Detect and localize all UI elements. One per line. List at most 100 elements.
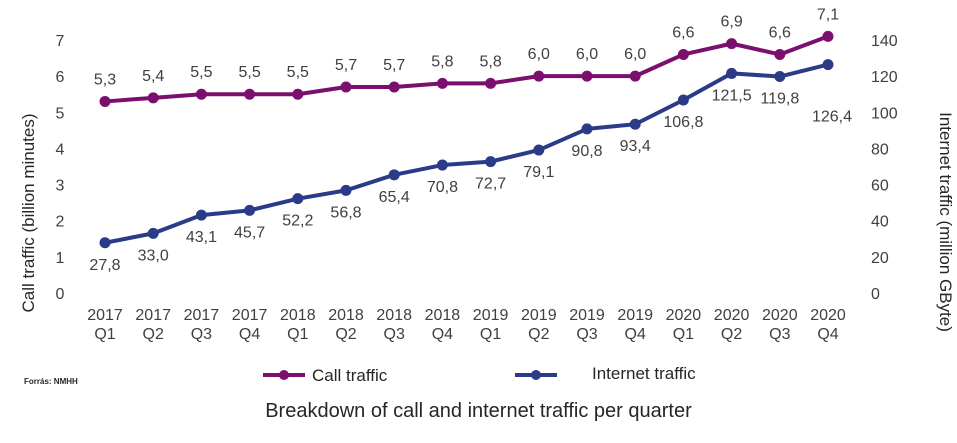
right-axis-title: Internet traffic (million GByte)	[936, 112, 955, 332]
data-labels: 5,3 5,4 5,5 5,5 5,5 5,7 5,7 5,8 5,8 6,0 6,0 6,0 6,6 6…	[89, 6, 852, 273]
internet-traffic-data-label: 33,0	[138, 247, 169, 264]
right-tick-label: 140	[871, 33, 898, 50]
internet-traffic-point	[99, 237, 111, 249]
x-tick-label: 2020 Q4	[810, 307, 846, 343]
internet-traffic-data-label: 121,5	[712, 87, 752, 104]
x-tick-label: 2018 Q3	[376, 307, 412, 343]
internet-traffic-data-label: 126,4	[812, 109, 852, 126]
call-traffic-data-label: 5,8	[479, 53, 501, 70]
legend-call-traffic-swatch-marker	[279, 370, 289, 380]
call-traffic-point	[581, 70, 593, 82]
x-tick-label: 2019 Q4	[617, 307, 653, 343]
left-tick-label: 3	[56, 178, 65, 195]
call-traffic-line	[104, 34, 829, 104]
call-traffic-point	[822, 30, 834, 42]
internet-traffic-data-label: 106,8	[663, 114, 703, 131]
internet-traffic-point	[581, 123, 593, 135]
internet-traffic-data-label: 45,7	[234, 224, 265, 241]
call-traffic-data-label: 7,1	[817, 6, 839, 23]
call-traffic-point	[629, 70, 641, 82]
data-points	[99, 30, 834, 249]
x-tick-label: 2019 Q2	[521, 307, 557, 343]
internet-traffic-point	[822, 59, 834, 71]
internet-traffic-point	[147, 227, 159, 239]
legend: Call traffic Internet traffic	[263, 364, 696, 385]
internet-traffic-data-label: 70,8	[427, 179, 458, 196]
right-tick-label: 100	[871, 105, 898, 122]
call-traffic-data-label: 6,0	[576, 46, 598, 63]
left-tick-label: 2	[56, 214, 65, 231]
left-tick-label: 5	[56, 105, 65, 122]
x-tick-label: 2017 Q2	[135, 307, 171, 343]
left-tick-label: 1	[56, 250, 65, 267]
x-tick-label: 2017 Q3	[184, 307, 220, 343]
x-axis-ticks: 2017 Q1 2017 Q2 2017 Q3 2017 Q4 2018 Q1 2018 Q2 2018…	[87, 307, 846, 343]
left-tick-label: 4	[56, 141, 65, 158]
call-traffic-point	[244, 88, 256, 100]
left-tick-label: 6	[56, 69, 65, 86]
internet-traffic-point	[677, 94, 689, 106]
call-traffic-data-label: 6,0	[624, 46, 646, 63]
right-axis-ticks: 0 20 40 60 80 100 120 140	[871, 33, 898, 303]
internet-traffic-data-label: 27,8	[89, 257, 120, 274]
x-tick-label: 2018 Q4	[425, 307, 461, 343]
internet-traffic-line	[104, 62, 829, 245]
call-traffic-data-label: 5,3	[94, 71, 116, 88]
call-traffic-data-label: 5,5	[190, 64, 212, 81]
left-axis-ticks: 0 1 2 3 4 5 6 7	[56, 33, 65, 303]
x-tick-label: 2017 Q1	[87, 307, 123, 343]
x-tick-label: 2018 Q2	[328, 307, 364, 343]
internet-traffic-point	[244, 204, 256, 216]
internet-traffic-point	[292, 193, 304, 205]
x-tick-label: 2018 Q1	[280, 307, 316, 343]
internet-traffic-data-label: 93,4	[620, 138, 651, 155]
legend-internet-traffic-label: Internet traffic	[592, 364, 696, 383]
right-tick-label: 60	[871, 178, 889, 195]
call-traffic-data-label: 6,0	[528, 46, 550, 63]
call-traffic-point	[99, 95, 111, 107]
x-tick-label: 2020 Q2	[714, 307, 750, 343]
call-traffic-data-label: 5,7	[383, 57, 405, 74]
call-traffic-data-label: 6,6	[672, 24, 694, 41]
left-tick-label: 0	[56, 286, 65, 303]
internet-traffic-point	[388, 169, 400, 181]
call-traffic-point	[195, 88, 207, 100]
call-traffic-data-label: 5,5	[238, 64, 260, 81]
call-traffic-data-label: 5,8	[431, 53, 453, 70]
call-traffic-point	[533, 70, 545, 82]
legend-call-traffic-label: Call traffic	[312, 366, 388, 385]
internet-traffic-point	[774, 71, 786, 83]
call-traffic-point	[340, 81, 352, 93]
internet-traffic-point	[629, 118, 641, 130]
internet-traffic-point	[436, 159, 448, 171]
internet-traffic-data-label: 79,1	[523, 164, 554, 181]
call-traffic-data-label: 6,6	[769, 24, 791, 41]
internet-traffic-data-label: 72,7	[475, 176, 506, 193]
call-traffic-point	[436, 77, 448, 89]
right-tick-label: 80	[871, 141, 889, 158]
internet-traffic-data-label: 52,2	[282, 213, 313, 230]
call-traffic-point	[388, 81, 400, 93]
call-traffic-point	[726, 38, 738, 50]
internet-traffic-point	[485, 156, 497, 168]
source-note: Forrás: NMHH	[24, 377, 78, 386]
call-traffic-point	[677, 48, 689, 60]
call-traffic-data-label: 5,4	[142, 68, 164, 85]
call-traffic-point	[147, 92, 159, 104]
right-tick-label: 40	[871, 214, 889, 231]
call-traffic-data-label: 5,7	[335, 57, 357, 74]
x-tick-label: 2019 Q1	[473, 307, 509, 343]
call-traffic-data-label: 6,9	[720, 14, 742, 31]
x-tick-label: 2020 Q3	[762, 307, 798, 343]
x-tick-label: 2017 Q4	[232, 307, 268, 343]
internet-traffic-data-label: 65,4	[379, 189, 410, 206]
legend-internet-traffic-swatch-marker	[531, 370, 541, 380]
right-tick-label: 0	[871, 286, 880, 303]
internet-traffic-data-label: 56,8	[330, 204, 361, 221]
call-traffic-point	[292, 88, 304, 100]
internet-traffic-point	[195, 209, 207, 221]
left-axis-title: Call traffic (billion minutes)	[19, 113, 38, 312]
call-traffic-point	[774, 48, 786, 60]
chart-caption: Breakdown of call and internet traffic p…	[265, 400, 692, 422]
